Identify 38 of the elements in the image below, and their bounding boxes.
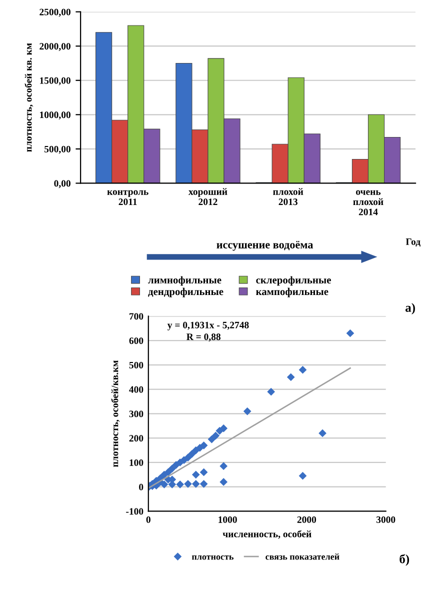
x-tick-label: хороший 2012: [188, 188, 228, 206]
y-tick-label: 1000,00: [40, 112, 70, 120]
y-tick-label: 100: [130, 459, 144, 466]
x-tick-label: 0: [146, 516, 150, 523]
x-tick-label: очень плохой 2014: [353, 190, 384, 216]
text: иссушение водоёма: [216, 240, 314, 251]
text: а): [406, 303, 415, 314]
legend-label: кампофильные: [256, 288, 328, 298]
text: Год: [406, 238, 420, 247]
x-tick-label: 2000: [297, 516, 316, 523]
x-tick-label: плохой 2013: [273, 188, 304, 206]
y-tick-label: 200: [129, 434, 144, 442]
y-tick-label: 1500,00: [40, 77, 70, 86]
x-tick-label: 3000: [376, 516, 396, 523]
legend-label: плотность: [192, 555, 234, 560]
x-tick-label: контроль 2011: [107, 190, 148, 206]
y-tick-label: 500: [129, 362, 144, 368]
y-tick-label: 0,00: [54, 180, 70, 188]
legend-label: склерофильные: [256, 276, 331, 286]
y-tick-label: -100: [126, 508, 144, 515]
legend-label: дендрофильные: [148, 288, 224, 298]
y-tick-label: 2500,00: [40, 8, 70, 17]
annotation: y = 0,1931x - 5,2748: [167, 322, 249, 330]
y-tick-label: 700: [130, 313, 144, 320]
y-axis-title: плотность, особей кв. км: [24, 43, 34, 152]
y-tick-label: 500,00: [44, 146, 70, 154]
y-tick-label: 0: [139, 484, 144, 490]
y-tick-label: 400: [129, 386, 144, 393]
x-tick-label: 1000: [218, 516, 237, 523]
x-axis-title: численность, особей: [222, 530, 312, 539]
text: б): [400, 554, 410, 566]
y-tick-label: 600: [129, 337, 144, 344]
y-axis-title: плотность, особей/кв.км: [111, 360, 120, 467]
y-tick-label: 300: [129, 410, 144, 418]
annotation: R = 0,88: [186, 334, 221, 342]
legend-label: связь показателей: [266, 553, 340, 560]
y-tick-label: 2000,00: [40, 43, 70, 51]
legend-label: лимнофильные: [148, 276, 222, 286]
